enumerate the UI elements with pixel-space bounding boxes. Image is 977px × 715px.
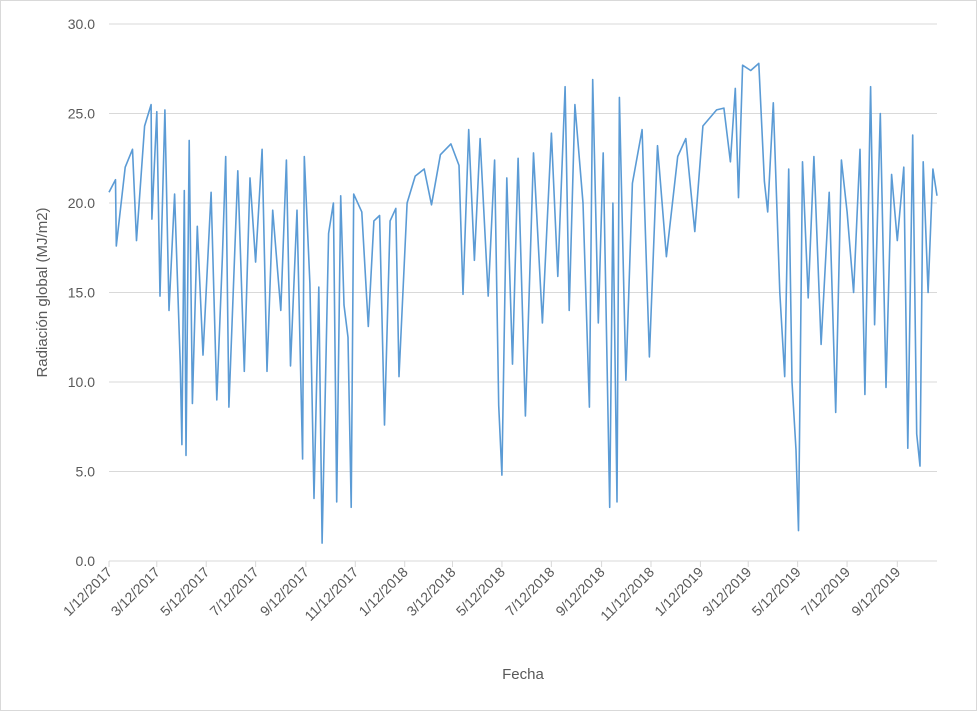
x-tick-label: 3/12/2018 xyxy=(403,564,459,620)
x-tick-label: 11/12/2017 xyxy=(301,564,361,624)
x-tick-label: 9/12/2019 xyxy=(848,564,904,620)
x-tick-label: 3/12/2017 xyxy=(108,564,164,620)
y-axis-ticks: 0.0 5.0 10.0 15.0 20.0 25.0 30.0 xyxy=(68,16,95,569)
x-tick-label: 1/12/2018 xyxy=(355,564,411,620)
x-tick-label: 7/12/2018 xyxy=(502,564,558,620)
series-line xyxy=(108,62,938,544)
y-axis-title: Radiación global (MJ/m2) xyxy=(34,207,51,377)
x-tick-label: 5/12/2017 xyxy=(157,564,213,620)
x-tick-label: 7/12/2019 xyxy=(798,564,854,620)
x-axis-title: Fecha xyxy=(502,666,544,683)
x-tick-label: 5/12/2018 xyxy=(453,564,509,620)
x-tick-label: 11/12/2018 xyxy=(597,564,657,624)
x-tick-label: 1/12/2017 xyxy=(60,564,116,620)
x-tick-label: 7/12/2017 xyxy=(206,564,262,620)
y-tick-label: 15.0 xyxy=(68,285,95,301)
x-tick-label: 1/12/2019 xyxy=(651,564,707,620)
y-tick-label: 0.0 xyxy=(76,553,96,569)
y-tick-label: 20.0 xyxy=(68,195,95,211)
x-tick-label: 3/12/2019 xyxy=(699,564,755,620)
y-tick-label: 25.0 xyxy=(68,106,95,122)
gridlines xyxy=(109,23,937,472)
y-tick-label: 10.0 xyxy=(68,374,95,390)
y-tick-label: 30.0 xyxy=(68,16,95,32)
y-tick-label: 5.0 xyxy=(76,464,96,480)
x-tick-label: 5/12/2019 xyxy=(748,564,804,620)
